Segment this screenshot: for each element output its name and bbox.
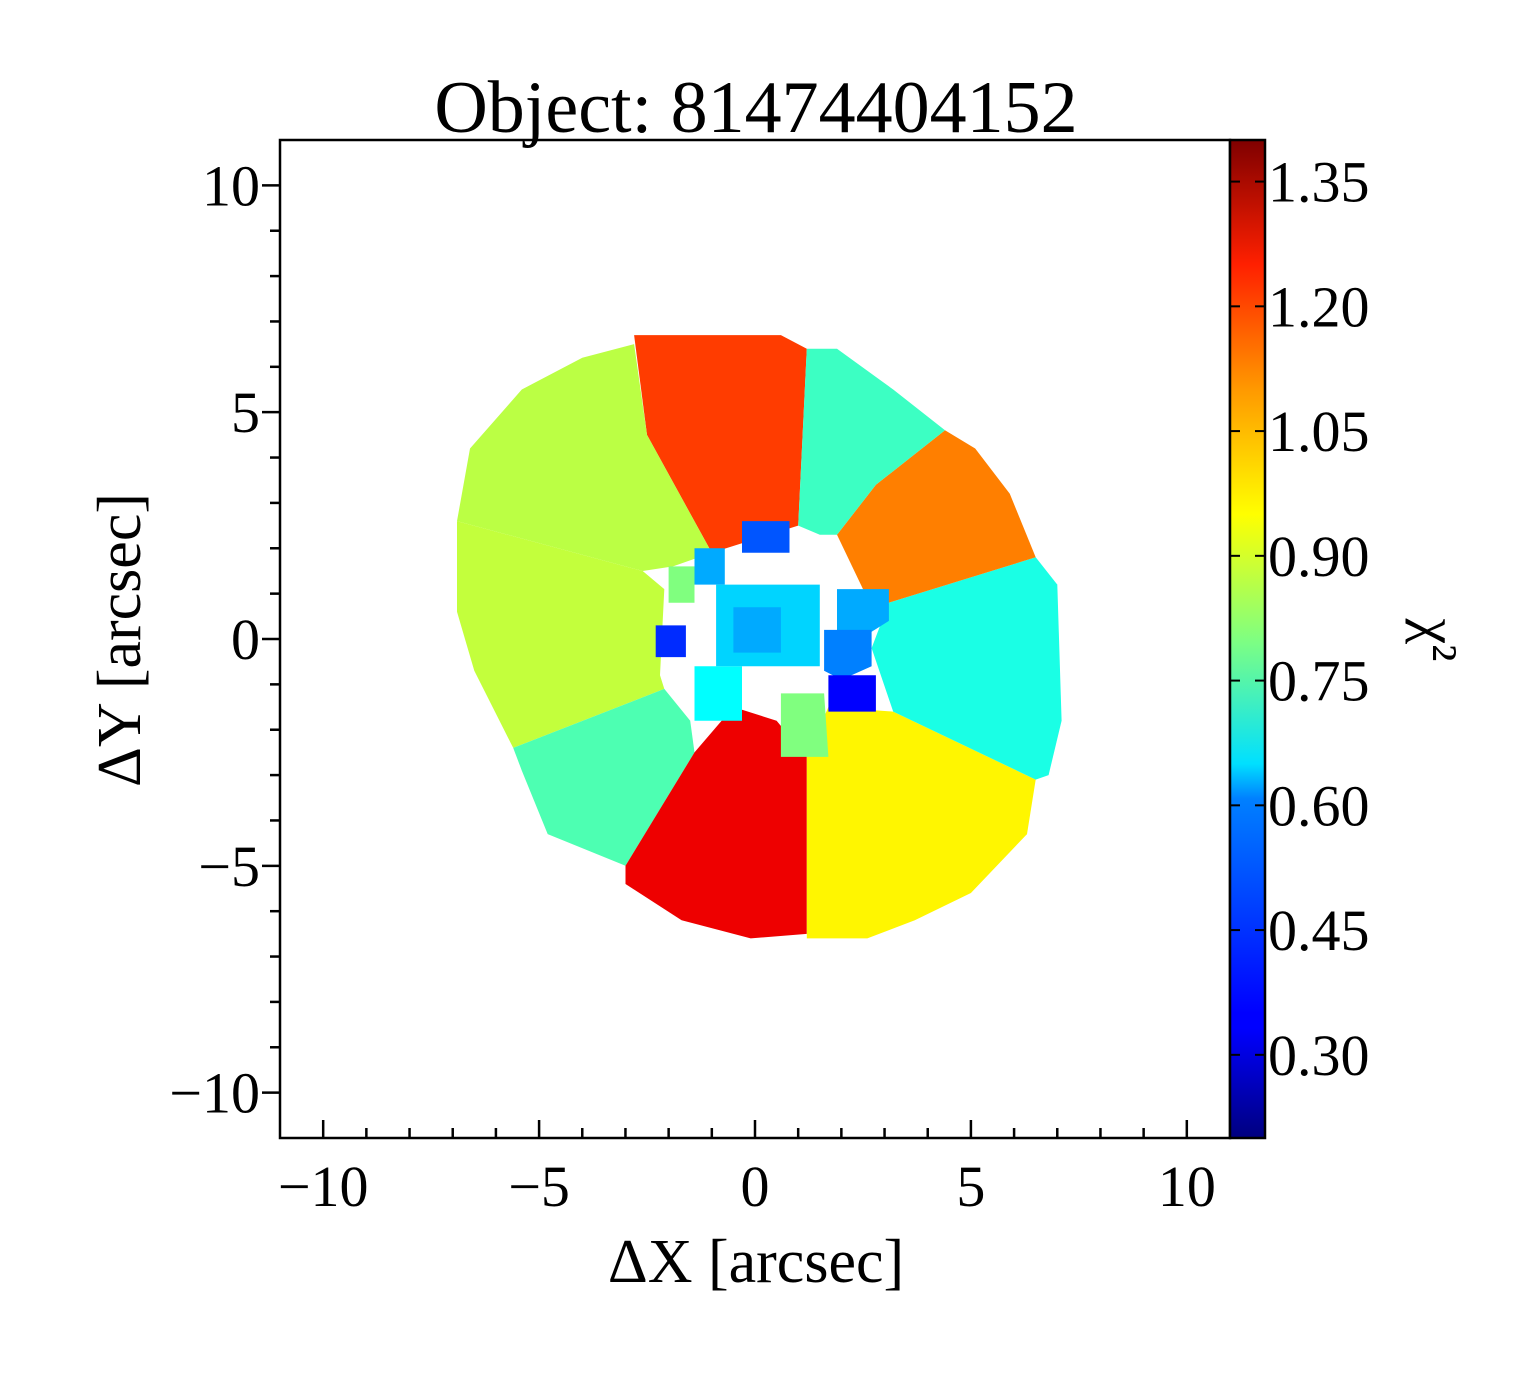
bin-upper-right-teal — [798, 348, 945, 535]
x-tick-label: 10 — [1158, 1154, 1216, 1219]
y-axis: −10 −5 0 5 10 — [169, 153, 280, 1126]
x-axis: −10 −5 0 5 10 — [278, 1120, 1216, 1219]
bin-bottom-center — [625, 707, 807, 939]
bin-right — [871, 557, 1062, 780]
bin-core-right-lower — [824, 629, 872, 680]
x-tick-label: −5 — [508, 1154, 570, 1219]
x-tick-label: −10 — [278, 1154, 369, 1219]
bin-core-far-left-blue — [655, 625, 686, 658]
bin-core-bottom-left — [694, 666, 742, 721]
bin-core-left-green — [668, 566, 695, 603]
colorbar-tick-label: 1.20 — [1268, 274, 1370, 339]
colorbar-label: χ² — [1405, 617, 1470, 661]
x-tick-label: 0 — [741, 1154, 770, 1219]
bin-core-bottom-green — [780, 693, 829, 757]
y-axis-label: ΔY [arcsec] — [86, 493, 154, 787]
colorbar-ticks: 0.30 0.45 0.60 0.75 0.90 1.05 1.20 1.35 — [1230, 150, 1370, 1088]
x-tick-label: 5 — [956, 1154, 985, 1219]
bin-core-dark-blue — [828, 675, 876, 712]
bin-top-center — [634, 335, 807, 553]
x-axis-label: ΔX [arcsec] — [608, 1228, 904, 1296]
bin-upper-right-orange — [837, 430, 1036, 603]
colorbar-tick-label: 1.05 — [1268, 399, 1370, 464]
bin-core-center-inner — [733, 607, 781, 653]
bin-left — [457, 521, 665, 748]
bin-upper-left — [457, 344, 712, 571]
chart-title: Object: 81474404152 — [434, 67, 1077, 149]
bin-bottom-right — [806, 707, 1036, 939]
colorbar-tick-label: 0.60 — [1268, 773, 1370, 838]
y-tick-label: −10 — [169, 1061, 260, 1126]
colorbar-tick-label: 1.35 — [1268, 150, 1370, 215]
bin-core-right — [837, 589, 889, 635]
y-tick-label: −5 — [198, 834, 260, 899]
colorbar-tick-label: 0.30 — [1268, 1023, 1370, 1088]
y-tick-label: 5 — [231, 380, 260, 445]
colorbar-tick-label: 0.45 — [1268, 898, 1370, 963]
bin-core-top-blue — [742, 521, 790, 553]
colorbar-tick-label: 0.90 — [1268, 524, 1370, 589]
bin-lower-left — [513, 688, 695, 866]
bin-core-upper-left — [694, 548, 725, 585]
y-tick-label: 10 — [202, 153, 260, 218]
bins-layer — [457, 335, 1062, 939]
colorbar — [1228, 138, 1267, 1140]
y-tick-label: 0 — [231, 607, 260, 672]
colorbar-tick-label: 0.75 — [1268, 649, 1370, 714]
